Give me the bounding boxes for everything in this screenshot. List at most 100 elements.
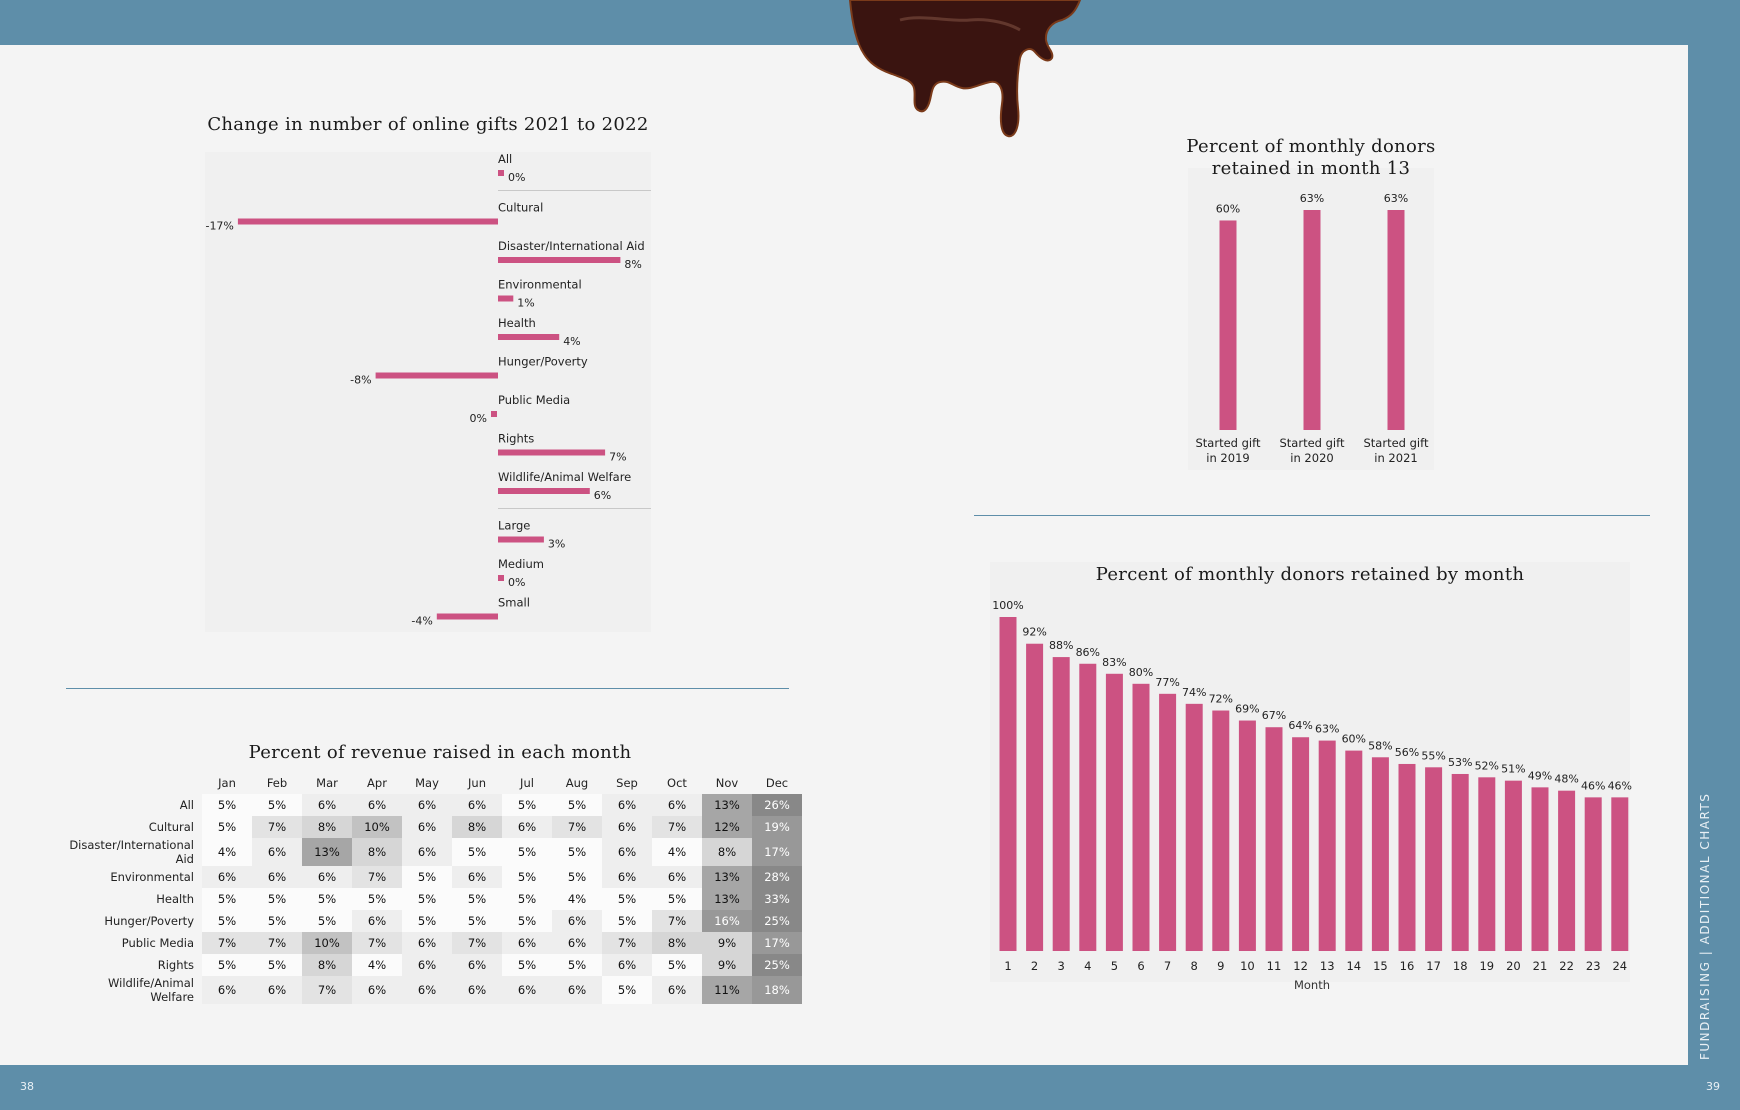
row-label: Health	[156, 892, 194, 906]
heat-cell: 33%	[752, 888, 802, 910]
heat-cell: 16%	[702, 910, 752, 932]
heat-cell: 6%	[302, 866, 352, 888]
heat-cell: 18%	[752, 976, 802, 1004]
month13-chart-panel	[1188, 168, 1434, 470]
heat-cell: 6%	[302, 794, 352, 816]
heat-cell: 5%	[252, 910, 302, 932]
column-header: Dec	[765, 776, 789, 790]
heat-cell: 6%	[602, 816, 652, 838]
heat-cell: 5%	[452, 888, 502, 910]
heat-cell: 17%	[752, 932, 802, 954]
heat-cell: 6%	[502, 932, 552, 954]
heat-cell: 6%	[552, 976, 602, 1004]
header-row: Jan Feb Mar Apr May Jun Jul Aug Sep Oct Nov Dec	[64, 772, 802, 794]
heat-cell: 26%	[752, 794, 802, 816]
heat-cell: 6%	[402, 954, 452, 976]
heat-cell: 4%	[552, 888, 602, 910]
column-header: Jan	[218, 776, 236, 790]
column-header: Mar	[316, 776, 338, 790]
heat-cell: 7%	[602, 932, 652, 954]
column-header: Nov	[715, 776, 739, 790]
heat-cell: 6%	[452, 866, 502, 888]
row-label: Wildlife/Animal Welfare	[108, 976, 194, 1004]
heat-cell: 6%	[452, 954, 502, 976]
column-header: Jun	[468, 776, 486, 790]
column-header: Sep	[616, 776, 638, 790]
heat-cell: 7%	[652, 910, 702, 932]
heat-cell: 25%	[752, 910, 802, 932]
heat-cell: 5%	[252, 888, 302, 910]
heat-cell: 5%	[502, 954, 552, 976]
heat-cell: 5%	[202, 816, 252, 838]
heat-cell: 6%	[352, 976, 402, 1004]
heat-cell: 8%	[302, 816, 352, 838]
heat-cell: 5%	[652, 954, 702, 976]
heat-cell: 6%	[252, 866, 302, 888]
row-label: Disaster/International Aid	[69, 838, 194, 866]
heat-cell: 9%	[702, 932, 752, 954]
corner-cell	[64, 772, 202, 794]
heat-cell: 4%	[652, 838, 702, 866]
row-label: Cultural	[148, 820, 194, 834]
heat-cell: 6%	[402, 838, 452, 866]
row-label: Hunger/Poverty	[104, 914, 194, 928]
heat-cell: 6%	[602, 866, 652, 888]
heat-cell: 5%	[552, 954, 602, 976]
heat-cell: 13%	[702, 888, 752, 910]
heat-cell: 5%	[252, 954, 302, 976]
divider-right	[974, 515, 1650, 516]
heat-cell: 6%	[402, 976, 452, 1004]
heat-cell: 5%	[602, 888, 652, 910]
revenue-heatmap-title: Percent of revenue raised in each month	[248, 742, 632, 763]
heat-cell: 5%	[602, 976, 652, 1004]
heat-cell: 5%	[502, 888, 552, 910]
heat-cell: 6%	[552, 910, 602, 932]
heat-cell: 8%	[352, 838, 402, 866]
column-header: Apr	[367, 776, 387, 790]
online-gifts-chart-panel	[205, 152, 651, 632]
heat-cell: 6%	[602, 794, 652, 816]
heat-cell: 7%	[652, 816, 702, 838]
heat-cell: 6%	[252, 838, 302, 866]
heat-cell: 5%	[552, 838, 602, 866]
column-header: Aug	[565, 776, 589, 790]
heat-cell: 5%	[452, 910, 502, 932]
heat-cell: 6%	[552, 932, 602, 954]
heat-cell: 6%	[352, 794, 402, 816]
column-header: Jul	[520, 776, 534, 790]
month13-chart-title: Percent of monthly donors retained in mo…	[1130, 136, 1492, 180]
heat-cell: 5%	[402, 910, 452, 932]
heat-cell: 6%	[502, 816, 552, 838]
heat-cell: 7%	[202, 932, 252, 954]
retention-chart-title: Percent of monthly donors retained by mo…	[1095, 564, 1525, 585]
revenue-heatmap: Jan Feb Mar Apr May Jun Jul Aug Sep Oct Nov Dec All 5…	[64, 772, 802, 1004]
heat-cell: 4%	[352, 954, 402, 976]
chocolate-splash-illustration	[848, 0, 1082, 138]
heat-cell: 6%	[402, 794, 452, 816]
page-number-left: 38	[20, 1080, 34, 1093]
heat-cell: 6%	[352, 910, 402, 932]
heat-cell: 6%	[452, 976, 502, 1004]
heat-cell: 5%	[552, 866, 602, 888]
heat-cell: 5%	[502, 910, 552, 932]
heat-cell: 5%	[202, 794, 252, 816]
table-row: Cultural 5% 7% 8% 10% 6% 8% 6% 7% 6% 7% 12% 19%	[64, 816, 802, 838]
heat-cell: 7%	[302, 976, 352, 1004]
heat-cell: 5%	[502, 866, 552, 888]
row-label: Rights	[157, 958, 194, 972]
heat-cell: 5%	[252, 794, 302, 816]
row-label: Public Media	[121, 936, 194, 950]
heat-cell: 5%	[202, 910, 252, 932]
heat-cell: 5%	[452, 838, 502, 866]
heat-cell: 19%	[752, 816, 802, 838]
table-row: Rights 5% 5% 8% 4% 6% 6% 5% 5% 6% 5% 9% 25%	[64, 954, 802, 976]
heat-cell: 6%	[502, 976, 552, 1004]
heat-cell: 10%	[302, 932, 352, 954]
heat-cell: 13%	[702, 866, 752, 888]
heat-cell: 8%	[452, 816, 502, 838]
heat-cell: 5%	[402, 888, 452, 910]
heat-cell: 6%	[402, 816, 452, 838]
heat-cell: 11%	[702, 976, 752, 1004]
heat-cell: 7%	[252, 816, 302, 838]
heat-cell: 17%	[752, 838, 802, 866]
